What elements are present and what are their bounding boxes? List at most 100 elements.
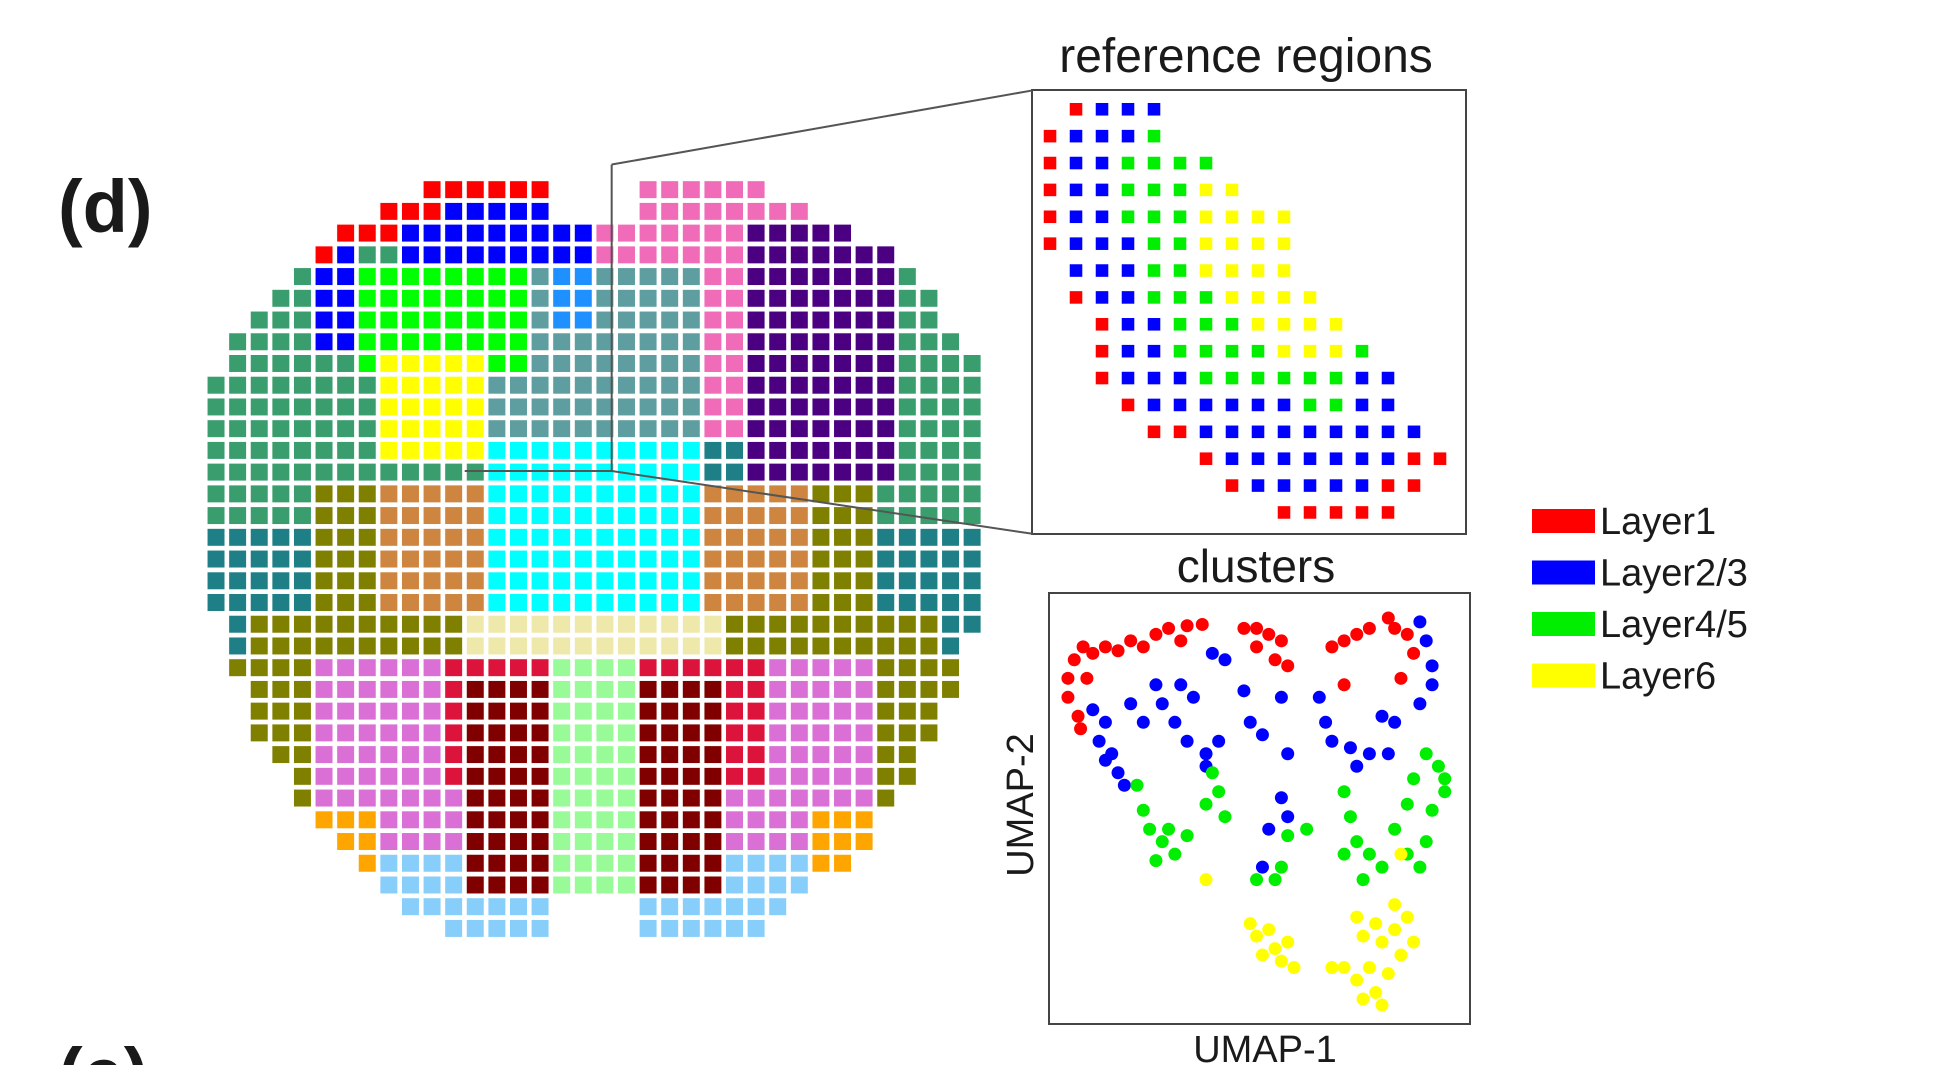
tissue-spot — [833, 528, 852, 547]
tissue-spot — [552, 506, 571, 525]
tissue-spot — [833, 484, 852, 503]
tissue-spot — [530, 549, 550, 569]
tissue-spot — [271, 332, 290, 351]
tissue-spot — [466, 354, 485, 373]
tissue-spot — [747, 615, 766, 634]
tissue-spot — [574, 332, 593, 351]
tissue-spot — [509, 224, 528, 243]
tissue-spot — [250, 354, 269, 373]
reference-spot — [1069, 210, 1083, 224]
tissue-spot — [790, 636, 809, 656]
tissue-spot — [530, 463, 550, 482]
tissue-spot — [660, 484, 679, 503]
tissue-spot — [530, 245, 550, 264]
tissue-spot — [401, 854, 420, 873]
tissue-spot — [336, 767, 355, 786]
tissue-spot — [703, 310, 722, 330]
tissue-spot — [855, 571, 874, 590]
zoom-line — [611, 470, 1033, 535]
tissue-spot — [919, 658, 939, 677]
reference-spot — [1225, 425, 1239, 439]
tissue-spot — [703, 245, 722, 264]
reference-spot — [1251, 264, 1265, 277]
tissue-spot — [530, 202, 550, 221]
tissue-spot — [466, 680, 485, 699]
reference-spot — [1147, 237, 1161, 250]
tissue-spot — [617, 267, 636, 286]
tissue-spot — [747, 549, 766, 569]
reference-spot — [1277, 425, 1291, 439]
tissue-spot — [336, 615, 355, 634]
tissue-spot — [595, 615, 614, 634]
tissue-spot — [898, 636, 917, 656]
tissue-spot — [725, 354, 744, 373]
tissue-spot — [617, 397, 636, 417]
tissue-spot — [747, 680, 766, 699]
reference-frame — [1031, 89, 1467, 535]
tissue-spot — [811, 702, 831, 721]
tissue-spot — [552, 463, 571, 482]
tissue-spot — [833, 615, 852, 634]
tissue-spot — [271, 463, 290, 482]
reference-spot — [1173, 344, 1187, 358]
tissue-spot — [552, 723, 571, 742]
reference-spot — [1199, 452, 1213, 465]
tissue-spot — [228, 549, 247, 569]
reference-spot — [1251, 291, 1265, 304]
reference-spot — [1381, 506, 1395, 519]
tissue-spot — [703, 767, 722, 786]
tissue-spot — [639, 202, 658, 221]
tissue-spot — [250, 484, 269, 503]
tissue-spot — [271, 506, 290, 525]
tissue-spot — [833, 310, 852, 330]
tissue-spot — [725, 397, 744, 417]
tissue-spot — [682, 745, 701, 764]
tissue-spot — [250, 397, 269, 417]
tissue-spot — [790, 376, 809, 395]
tissue-spot — [833, 332, 852, 351]
point — [1400, 910, 1414, 924]
reference-spot — [1095, 102, 1109, 116]
tissue-spot — [703, 854, 722, 873]
point — [1281, 810, 1295, 824]
legend-swatch — [1532, 560, 1595, 585]
reference-spot — [1199, 264, 1213, 277]
tissue-spot — [444, 593, 463, 612]
tissue-spot — [293, 593, 312, 612]
tissue-spot — [336, 658, 355, 677]
reference-spot — [1121, 398, 1135, 412]
tissue-spot — [574, 767, 593, 786]
tissue-spot — [833, 267, 852, 286]
tissue-spot — [422, 354, 442, 373]
tissue-spot — [466, 702, 485, 721]
tissue-spot — [250, 702, 269, 721]
tissue-spot — [617, 376, 636, 395]
reference-spot — [1381, 425, 1395, 439]
tissue-spot — [444, 875, 463, 895]
point — [1243, 715, 1257, 729]
tissue-spot — [271, 658, 290, 677]
point — [1400, 797, 1414, 811]
tissue-spot — [314, 528, 334, 547]
tissue-spot — [552, 788, 571, 808]
point — [1098, 715, 1112, 729]
tissue-spot — [703, 615, 722, 634]
tissue-spot — [336, 463, 355, 482]
reference-spot — [1121, 371, 1135, 385]
tissue-spot — [811, 788, 831, 808]
tissue-spot — [401, 484, 420, 503]
tissue-spot — [358, 484, 377, 503]
tissue-spot — [401, 354, 420, 373]
tissue-spot — [293, 463, 312, 482]
tissue-spot — [660, 180, 679, 199]
reference-spot — [1277, 291, 1291, 304]
tissue-spot — [811, 680, 831, 699]
tissue-spot — [660, 745, 679, 764]
tissue-spot — [617, 593, 636, 612]
tissue-spot — [919, 680, 939, 699]
tissue-spot — [682, 484, 701, 503]
tissue-spot — [595, 745, 614, 764]
legend-swatch — [1532, 612, 1595, 636]
tissue-spot — [379, 419, 398, 438]
tissue-spot — [509, 310, 528, 330]
